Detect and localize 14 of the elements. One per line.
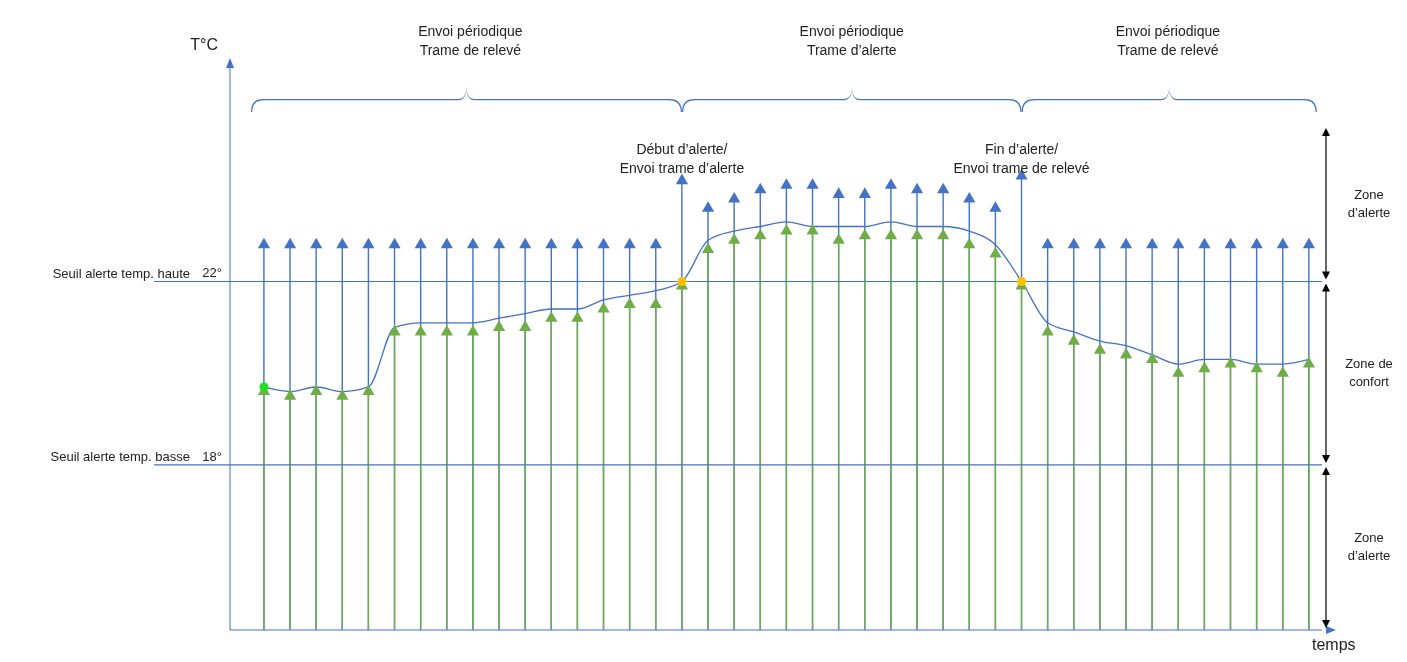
text: Zone d’alerte [1346,185,1392,222]
text: Envoi périodique Trame de relevé [1114,22,1221,60]
text: Envoi périodique Trame de relevé [417,22,524,60]
ref-line-label: Seuil alerte temp. basse [50,448,190,464]
annotation: Fin d’alerte/ Envoi trame de relevé [952,140,1091,178]
text: Zone d’alerte [1346,529,1392,566]
y-tick-label: 18° [202,448,222,464]
y-axis-title: T°C [189,36,218,54]
text: Envoi périodique Trame d’alerte [798,22,905,60]
x-axis-title: temps [1312,636,1356,654]
text: Zone de confort [1344,355,1394,392]
ref-line-label: Seuil alerte temp. haute [52,265,190,281]
y-tick-label: 22° [202,265,222,281]
annotation: Début d’alerte/ Envoi trame d’alerte [618,140,746,178]
